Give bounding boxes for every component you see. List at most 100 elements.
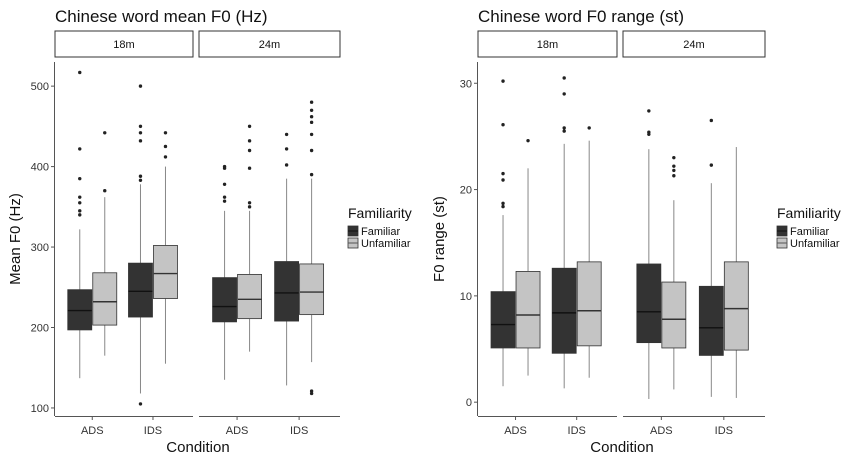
y-axis-title: F0 range (st): [431, 196, 448, 282]
outlier-point: [163, 144, 168, 149]
outlier-point: [284, 147, 289, 151]
outlier-point: [309, 115, 314, 119]
outlier-point: [247, 201, 252, 205]
legend-label-familiar: Familiar: [361, 226, 400, 238]
outlier-point: [78, 70, 82, 75]
box-iqr: [274, 261, 300, 322]
facet-strip-label: 24m: [259, 39, 280, 51]
boxplot-IDS-Unfamiliar: [153, 131, 178, 364]
box-iqr: [636, 263, 662, 344]
facet-strip: [477, 30, 618, 58]
box-iqr: [153, 245, 178, 299]
outlier-point: [501, 201, 505, 206]
x-tick-label: ADS: [504, 425, 527, 437]
boxplot-ADS-Familiar: [636, 109, 662, 399]
outlier-point: [562, 76, 566, 80]
x-tick-label: IDS: [715, 425, 733, 437]
legend-title: Familiarity: [777, 205, 841, 221]
outlier-point: [78, 195, 82, 199]
outlier-point: [138, 84, 143, 88]
box-iqr: [212, 277, 237, 323]
y-tick-label: 100: [31, 403, 49, 415]
outlier-point: [247, 124, 252, 129]
outlier-point: [138, 124, 143, 129]
outlier-point: [78, 201, 82, 205]
outlier-point: [222, 199, 227, 203]
outlier-point: [309, 148, 314, 153]
box-iqr: [128, 262, 153, 318]
facet-24m: 24m ADS IDS: [622, 30, 766, 437]
outlier-point: [501, 171, 505, 176]
outlier-point: [247, 166, 252, 170]
outlier-point: [709, 118, 714, 123]
boxplot-IDS-Familiar: [274, 132, 300, 386]
outlier-point: [526, 138, 530, 143]
outlier-point: [247, 205, 252, 209]
outlier-point: [309, 100, 314, 104]
outlier-point: [501, 204, 505, 209]
box-iqr: [576, 261, 602, 347]
outlier-point: [501, 178, 505, 182]
facet-18m: 18m ADS IDS: [54, 30, 194, 437]
outlier-point: [647, 130, 651, 134]
facet-strip-label: 18m: [537, 39, 558, 51]
outlier-point: [138, 178, 143, 182]
outlier-point: [309, 120, 314, 125]
outlier-point: [647, 109, 651, 113]
boxplot-ADS-Unfamiliar: [92, 131, 118, 356]
y-tick-label: 400: [31, 162, 49, 174]
outlier-point: [309, 108, 314, 112]
outlier-point: [562, 129, 566, 133]
x-tick-label: IDS: [144, 425, 162, 437]
outlier-point: [78, 176, 82, 181]
box-iqr: [92, 272, 118, 326]
box-iqr: [698, 285, 724, 356]
chart-2: Chinese word F0 range (st) 18m ADS IDS 24m AD…: [431, 7, 841, 456]
facet-strip: [622, 30, 766, 58]
outlier-point: [138, 139, 143, 143]
boxplot-ADS-Familiar: [490, 79, 516, 387]
outlier-point: [284, 132, 289, 137]
outlier-point: [138, 174, 143, 178]
boxplot-ADS-Unfamiliar: [661, 155, 687, 390]
boxplot-ADS-Unfamiliar: [237, 124, 262, 352]
box-iqr: [515, 271, 541, 349]
boxplot-ADS-Unfamiliar: [515, 138, 541, 376]
chart-title: Chinese word F0 range (st): [478, 7, 684, 26]
outlier-point: [103, 189, 107, 193]
x-tick-label: ADS: [650, 425, 673, 437]
outlier-point: [562, 126, 566, 130]
outlier-point: [309, 391, 314, 396]
box-iqr: [661, 281, 687, 349]
x-axis-title: Condition: [166, 439, 229, 456]
outlier-point: [78, 213, 82, 217]
facet-18m: 18m ADS IDS: [477, 30, 618, 437]
outlier-point: [78, 147, 82, 151]
outlier-point: [501, 123, 505, 127]
box-iqr: [551, 267, 577, 354]
outlier-point: [163, 131, 168, 135]
boxplot-IDS-Familiar: [128, 84, 153, 406]
box-iqr: [237, 273, 262, 320]
outlier-point: [163, 155, 168, 159]
legend-title: Familiarity: [348, 205, 412, 221]
x-tick-label: IDS: [568, 425, 586, 437]
outlier-point: [78, 209, 82, 213]
y-axis-title: Mean F0 (Hz): [7, 193, 24, 285]
y-tick-label: 30: [460, 78, 472, 90]
boxplot-ADS-Familiar: [67, 70, 93, 379]
outlier-point: [247, 139, 252, 143]
y-tick-label: 10: [460, 291, 472, 303]
y-tick-label: 0: [466, 397, 472, 409]
outlier-point: [309, 132, 314, 137]
facet-strip: [198, 30, 341, 58]
legend-label-familiar: Familiar: [790, 226, 829, 238]
outlier-point: [284, 163, 289, 167]
boxplot-IDS-Unfamiliar: [576, 126, 602, 378]
outlier-point: [222, 195, 227, 199]
outlier-point: [247, 148, 252, 153]
x-axis-title: Condition: [590, 439, 653, 456]
